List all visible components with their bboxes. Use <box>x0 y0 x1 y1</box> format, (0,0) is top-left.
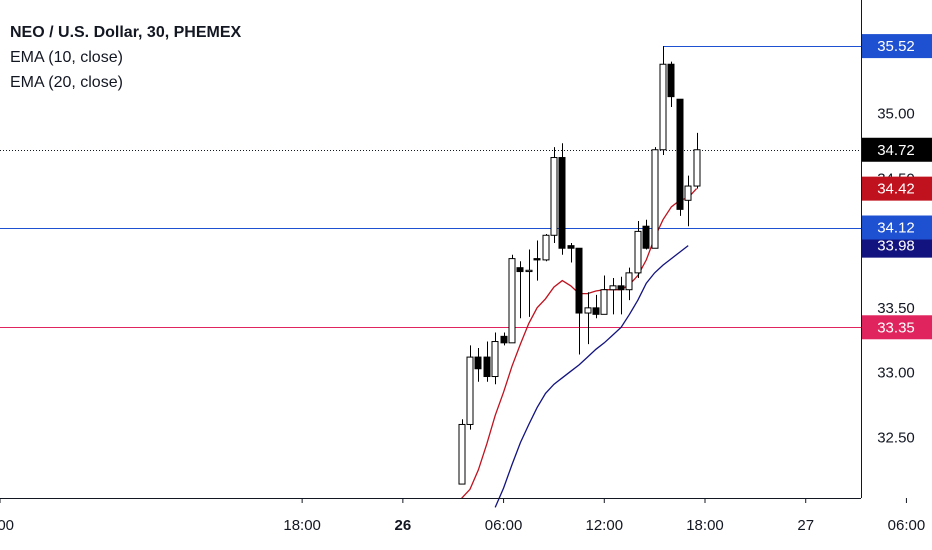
candle <box>483 341 491 382</box>
time-tick-label: 27 <box>797 517 814 534</box>
candle <box>592 294 600 319</box>
ema-price-label-20-text: 33.98 <box>877 238 915 255</box>
candle <box>667 61 675 107</box>
ema10-legend[interactable]: EMA (10, close) <box>10 49 123 66</box>
price-tick-label: 35.00 <box>877 105 915 122</box>
price-tick-label: 32.50 <box>877 429 915 446</box>
line-price-label-34.12: 34.12 <box>862 215 932 240</box>
ema-price-label-10-bg <box>862 176 932 201</box>
candle-body <box>550 157 558 236</box>
candle <box>500 332 508 346</box>
candle-body <box>609 285 617 291</box>
ema20-legend[interactable]: EMA (20, close) <box>10 74 123 91</box>
candle-body <box>659 63 667 151</box>
candle <box>659 46 667 155</box>
candle-body <box>474 356 482 370</box>
time-tick-label: 12:00 <box>586 517 624 534</box>
high-price-label-bg <box>862 34 932 59</box>
candle-body <box>500 335 508 344</box>
last-price-label-bg <box>862 137 932 162</box>
candle-body <box>651 149 659 249</box>
candle-body <box>508 258 516 344</box>
candle-body <box>491 341 499 378</box>
candle <box>617 276 625 315</box>
candle-body <box>525 269 533 273</box>
candle <box>558 143 566 255</box>
last-price-label: 34.72 <box>862 137 932 162</box>
candle <box>466 345 474 430</box>
candle <box>651 147 659 249</box>
last-price-label-text: 34.72 <box>877 142 915 159</box>
time-axis[interactable]: 00 18:00 26 06:00 12:00 18:00 27 06:00 <box>0 498 925 534</box>
candle-body <box>634 230 642 274</box>
candle <box>458 419 466 485</box>
candle <box>693 132 701 189</box>
candle-body <box>584 307 592 314</box>
time-tick-label: 00 <box>0 517 14 534</box>
candle-body <box>575 247 583 314</box>
candle <box>491 332 499 385</box>
chart-legend: NEO / U.S. Dollar, 30, PHEMEX EMA (10, c… <box>10 20 241 95</box>
candle-body <box>516 267 524 273</box>
candle-body <box>667 63 675 98</box>
candle <box>676 98 684 216</box>
candle <box>508 254 516 344</box>
time-tick-label: 06:00 <box>485 517 523 534</box>
line-price-label-33.35: 33.35 <box>862 315 932 340</box>
candle <box>609 278 617 315</box>
ema20-line <box>494 245 689 508</box>
ema-price-label-10: 34.42 <box>862 176 932 201</box>
candle <box>634 221 642 279</box>
candle <box>584 292 592 345</box>
price-tick-label: 33.00 <box>877 365 915 382</box>
candle <box>684 175 692 227</box>
candle-body <box>567 245 575 249</box>
line-price-label-33.35-text: 33.35 <box>877 319 915 336</box>
symbol-title[interactable]: NEO / U.S. Dollar, 30, PHEMEX <box>10 24 242 41</box>
candle <box>516 261 524 319</box>
time-tick-label: 18:00 <box>283 517 321 534</box>
high-price-label-text: 35.52 <box>877 38 915 55</box>
high-price-label: 35.52 <box>862 34 932 59</box>
candle-body <box>466 356 474 425</box>
candle-body <box>693 149 701 187</box>
candle <box>567 243 575 263</box>
time-tick-label: 06:00 <box>888 517 926 534</box>
candle-body <box>542 234 550 261</box>
line-price-label-34.12-text: 34.12 <box>877 220 915 237</box>
candle <box>542 233 550 262</box>
time-tick-label: 18:00 <box>686 517 724 534</box>
candle-body <box>483 356 491 378</box>
candle-body <box>558 157 566 249</box>
time-tick-label: 26 <box>395 517 412 534</box>
line-price-label-34.12-bg <box>862 215 932 240</box>
candle-body <box>592 307 600 315</box>
candle <box>600 275 608 315</box>
candle-body <box>625 272 633 291</box>
candle <box>642 219 650 250</box>
line-price-label-33.35-bg <box>862 315 932 340</box>
high-marker-line <box>663 46 861 62</box>
candle <box>525 249 533 317</box>
candle <box>550 147 558 244</box>
candle-body <box>676 98 684 210</box>
candle-body <box>684 185 692 201</box>
candle-body <box>617 285 625 291</box>
price-tick-label: 33.50 <box>877 300 915 317</box>
candle-body <box>458 423 466 485</box>
candle-body <box>642 225 650 249</box>
candle <box>474 348 482 382</box>
candle <box>575 247 583 355</box>
candle-body <box>600 289 608 315</box>
candle <box>625 267 633 301</box>
candle-body <box>533 258 541 261</box>
candle <box>533 240 541 281</box>
candles <box>458 46 701 485</box>
ema-price-label-10-text: 34.42 <box>877 181 915 198</box>
